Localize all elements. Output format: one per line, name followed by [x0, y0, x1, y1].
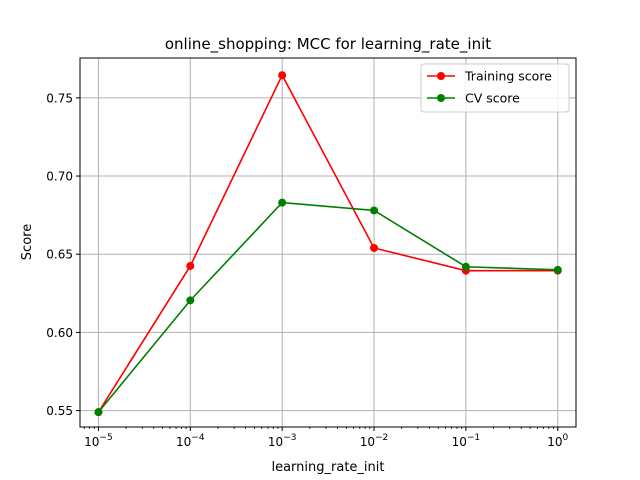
y-tick-label: 0.75: [46, 91, 73, 105]
x-tick-exponent: 0: [563, 433, 569, 443]
x-tick-exponent: −3: [283, 433, 296, 443]
legend-marker: [437, 94, 445, 102]
series-line-0: [97, 73, 558, 413]
series-0-point: [370, 243, 379, 252]
series-1-point: [370, 206, 379, 215]
legend: Training score CV score: [420, 63, 570, 113]
series-0-point: [186, 261, 195, 270]
x-axis-label: learning_rate_init: [271, 460, 384, 475]
y-axis: 0.55 0.60 0.65 0.70 0.75: [46, 91, 80, 418]
series-line-1: [97, 201, 558, 413]
x-tick-exponent: −4: [191, 433, 205, 443]
y-tick-label: 0.70: [46, 170, 73, 184]
x-tick-base: 10: [547, 435, 562, 449]
y-tick-label: 0.60: [46, 326, 73, 340]
series-1-point: [461, 262, 470, 271]
x-tick-label: 10−3: [268, 433, 297, 449]
x-tick-base: 10: [452, 435, 467, 449]
series-1-point: [186, 296, 195, 305]
chart-title: online_shopping: MCC for learning_rate_i…: [165, 35, 491, 54]
y-axis-label: Score: [20, 224, 35, 260]
series-1-point: [278, 198, 287, 207]
x-tick-label: 10−1: [452, 433, 481, 449]
legend-label: CV score: [465, 91, 520, 106]
y-tick-label: 0.55: [46, 404, 73, 418]
x-tick-base: 10: [360, 435, 375, 449]
series-1-point: [553, 265, 562, 274]
x-tick-label: 10−4: [176, 433, 205, 449]
x-tick-base: 10: [84, 435, 99, 449]
legend-box: [420, 63, 570, 113]
x-tick-label: 100: [547, 433, 568, 449]
legend-label: Training score: [464, 69, 552, 84]
x-tick-label: 10−5: [84, 433, 113, 449]
legend-marker: [437, 72, 445, 80]
x-tick-exponent: −2: [375, 433, 388, 443]
plot-frame: [79, 57, 577, 428]
x-tick-exponent: −1: [467, 433, 480, 443]
x-tick-label: 10−2: [360, 433, 389, 449]
x-tick-base: 10: [268, 435, 283, 449]
series-0-point: [278, 71, 287, 80]
x-tick-exponent: −5: [99, 433, 112, 443]
x-axis: 10−5 10−4 10−3 10−2 10−1 100: [83, 427, 569, 449]
series-layer: [94, 71, 562, 417]
y-tick-label: 0.65: [46, 248, 73, 262]
series-1-point: [94, 408, 103, 417]
x-tick-base: 10: [176, 435, 191, 449]
